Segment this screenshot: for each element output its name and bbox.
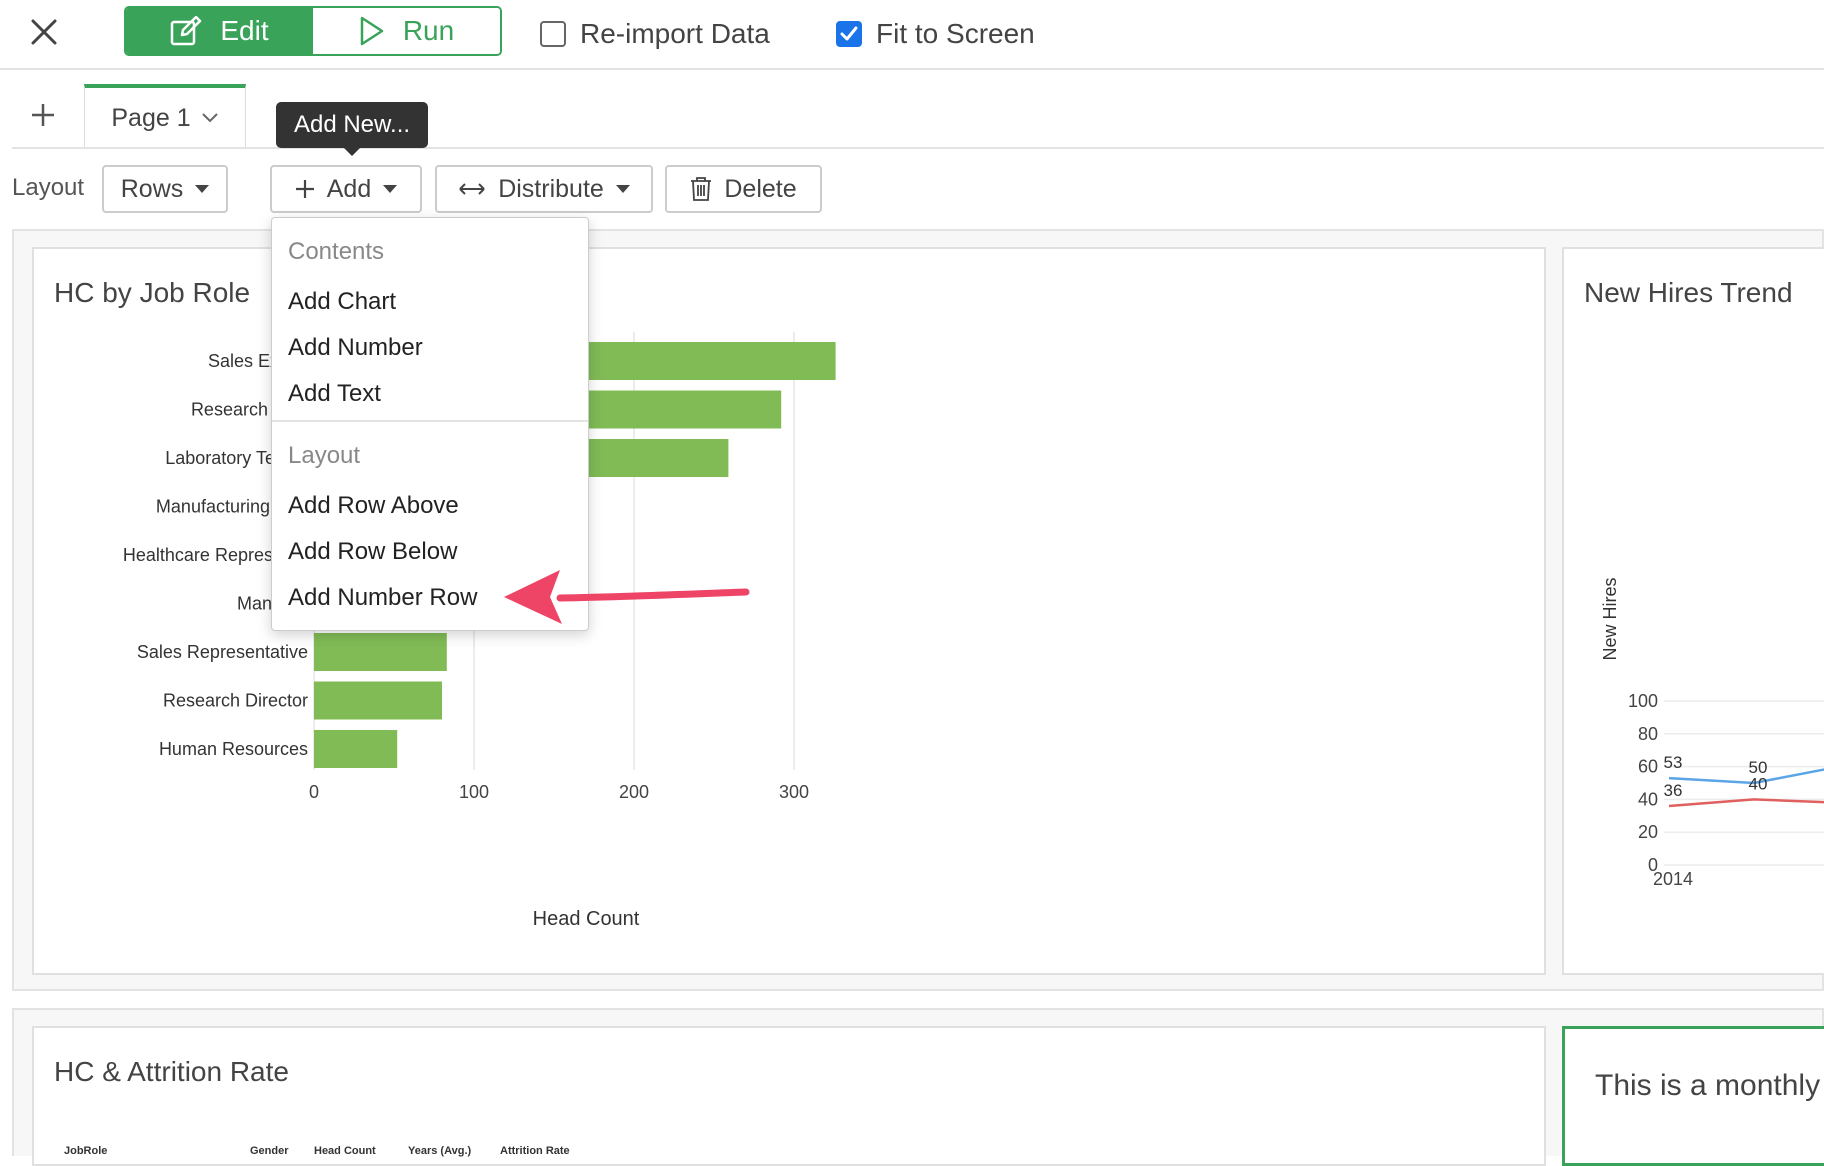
text-panel[interactable]: This is a monthly bbox=[1562, 1026, 1824, 1166]
menu-header-layout: Layout bbox=[288, 442, 361, 469]
add-label: Add bbox=[326, 174, 372, 203]
reimport-data-checkbox[interactable]: Re-import Data bbox=[540, 14, 770, 54]
x-tick-label: 100 bbox=[459, 782, 489, 802]
bar bbox=[314, 681, 442, 720]
column-header-gender: Gender bbox=[250, 1145, 289, 1157]
panel-title: HC by Job Role bbox=[54, 277, 251, 308]
reimport-checkbox-box[interactable] bbox=[540, 21, 566, 47]
fit-to-screen-checkbox[interactable]: Fit to Screen bbox=[836, 14, 1035, 54]
rows-label: Rows bbox=[120, 174, 184, 203]
y-tick-label: 40 bbox=[1638, 789, 1658, 809]
x-tick-label: 300 bbox=[779, 782, 809, 802]
column-header-years: Years (Avg.) bbox=[408, 1145, 472, 1157]
menu-item-add-text[interactable]: Add Text bbox=[288, 380, 381, 407]
category-label: Research Director bbox=[163, 691, 308, 711]
page-tab-label: Page 1 bbox=[111, 103, 191, 132]
trash-icon bbox=[691, 177, 712, 201]
tab-page-1[interactable]: Page 1 bbox=[84, 84, 246, 148]
menu-item-add-number-row[interactable]: Add Number Row bbox=[288, 584, 478, 611]
column-header-head-count: Head Count bbox=[314, 1145, 376, 1157]
data-label: 53 bbox=[1664, 753, 1683, 772]
bar bbox=[314, 730, 398, 768]
add-dropdown-menu: Contents Add Chart Add Number Add Text L… bbox=[271, 217, 589, 631]
y-tick-label: 20 bbox=[1638, 822, 1658, 842]
menu-item-add-number[interactable]: Add Number bbox=[288, 334, 423, 361]
category-label: Human Resources bbox=[159, 739, 308, 759]
category-label: Sales Representative bbox=[137, 642, 308, 662]
plus-icon bbox=[295, 180, 314, 198]
distribute-label: Distribute bbox=[498, 174, 604, 203]
y-tick-label: 80 bbox=[1638, 724, 1658, 744]
menu-header-contents: Contents bbox=[288, 238, 385, 265]
delete-button[interactable]: Delete bbox=[665, 165, 822, 213]
top-toolbar: Edit Run Re-import Data Fit to Screen bbox=[0, 0, 1824, 70]
layout-label: Layout bbox=[12, 174, 85, 201]
menu-item-add-row-above[interactable]: Add Row Above bbox=[288, 492, 459, 519]
caret-down-icon bbox=[195, 185, 210, 193]
series-line bbox=[1668, 768, 1824, 785]
play-icon bbox=[360, 16, 384, 46]
edit-label: Edit bbox=[220, 15, 269, 46]
distribute-dropdown[interactable]: Distribute bbox=[435, 165, 653, 213]
checkmark-icon bbox=[840, 26, 858, 41]
data-label: 40 bbox=[1749, 774, 1768, 793]
x-axis-label: Head Count bbox=[533, 908, 640, 930]
category-label: Manufacturing Dire bbox=[156, 497, 308, 517]
text-panel-content: This is a monthly bbox=[1595, 1069, 1821, 1102]
x-tick-label: 200 bbox=[619, 782, 649, 802]
panel-title: HC & Attrition Rate bbox=[54, 1056, 289, 1087]
caret-down-icon bbox=[383, 185, 398, 193]
panel-title: New Hires Trend bbox=[1584, 277, 1793, 308]
bar bbox=[314, 633, 447, 671]
data-label: 50 bbox=[1749, 758, 1768, 777]
delete-label: Delete bbox=[724, 174, 797, 203]
hc-attrition-panel[interactable]: HC & Attrition Rate JobRole Gender Head … bbox=[32, 1026, 1546, 1166]
close-icon[interactable] bbox=[26, 14, 62, 50]
horizontal-arrows-icon bbox=[459, 183, 485, 195]
menu-item-add-chart[interactable]: Add Chart bbox=[288, 288, 397, 315]
x-tick-label: 2014 bbox=[1653, 869, 1693, 889]
hc-by-job-role-panel[interactable]: HC by Job Role 0 100 200 300 Sales Execu Rese… bbox=[32, 247, 1546, 975]
category-label: Healthcare Representa bbox=[123, 545, 309, 565]
reimport-label: Re-import Data bbox=[580, 18, 770, 49]
edit-button[interactable]: Edit bbox=[126, 8, 313, 54]
add-new-tooltip: Add New... bbox=[276, 102, 428, 148]
fit-label: Fit to Screen bbox=[876, 18, 1035, 49]
x-tick-label: 0 bbox=[309, 782, 319, 802]
new-hires-trend-panel[interactable]: New Hires Trend 0 20 40 60 80 100 New Hires 201… bbox=[1562, 247, 1824, 975]
column-header-attrition-rate: Attrition Rate bbox=[500, 1145, 570, 1157]
run-label: Run bbox=[402, 15, 455, 46]
new-hires-line-chart: 0 20 40 60 80 100 New Hires 2014 53 50 36 40 bbox=[1600, 577, 1824, 889]
add-dropdown-button[interactable]: Add bbox=[270, 165, 422, 213]
y-tick-label: 0 bbox=[1648, 855, 1658, 875]
menu-item-add-row-below[interactable]: Add Row Below bbox=[288, 538, 458, 565]
mode-toggle: Edit Run bbox=[124, 6, 502, 56]
menu-divider bbox=[272, 420, 588, 422]
y-tick-label: 100 bbox=[1628, 691, 1658, 711]
run-button[interactable]: Run bbox=[313, 8, 500, 54]
tab-divider bbox=[12, 147, 1824, 149]
annotation-arrow-icon bbox=[504, 570, 750, 624]
column-header-jobrole: JobRole bbox=[64, 1145, 108, 1157]
edit-icon bbox=[171, 16, 202, 46]
data-label: 36 bbox=[1664, 781, 1683, 800]
chevron-down-icon bbox=[201, 113, 218, 123]
rows-dropdown[interactable]: Rows bbox=[102, 165, 228, 213]
tooltip-arrow bbox=[342, 146, 362, 156]
y-axis-label: New Hires bbox=[1600, 577, 1620, 660]
add-page-icon[interactable] bbox=[26, 98, 60, 132]
series-line bbox=[1668, 798, 1824, 808]
fit-checkbox-box[interactable] bbox=[836, 21, 862, 47]
caret-down-icon bbox=[615, 185, 630, 193]
y-tick-label: 60 bbox=[1638, 757, 1658, 777]
